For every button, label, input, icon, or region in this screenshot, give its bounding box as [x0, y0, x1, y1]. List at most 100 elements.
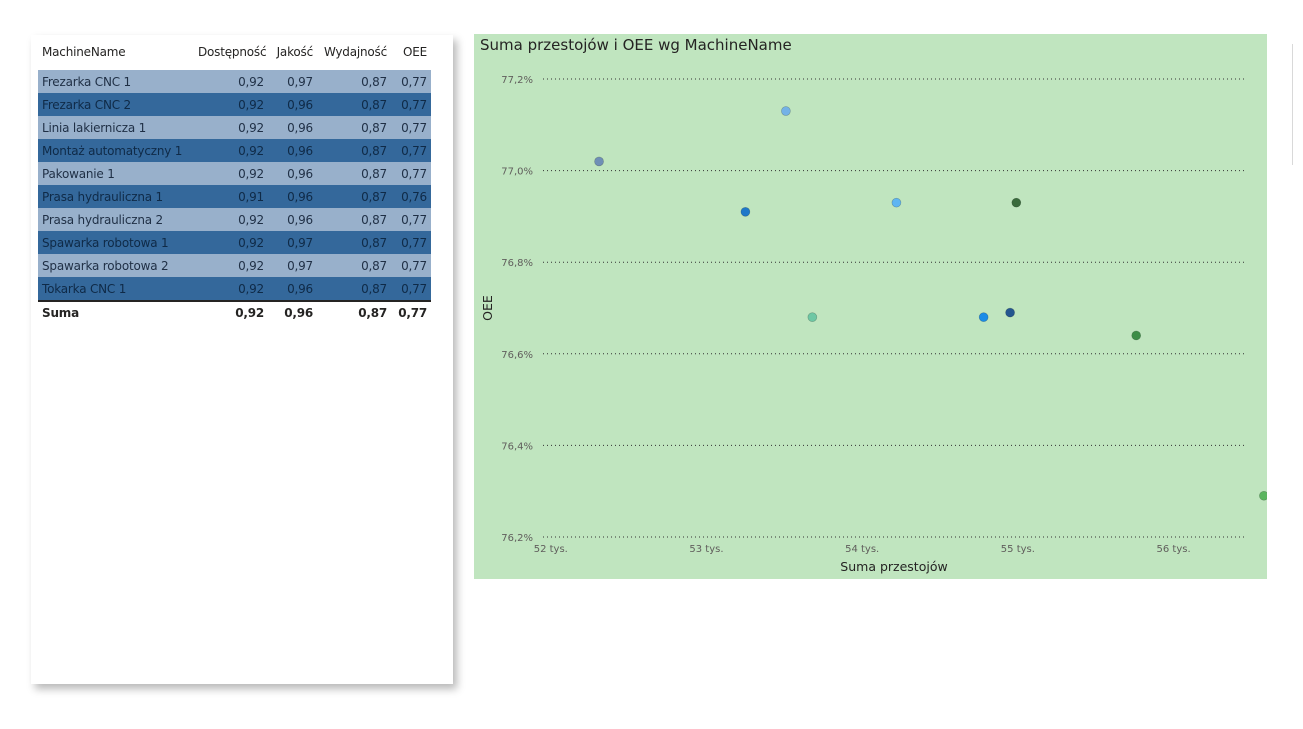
row-machinename: Frezarka CNC 1 — [38, 69, 194, 93]
data-point[interactable] — [891, 197, 902, 208]
table-header-row: MachineName Dostępność Jakość Wydajność … — [38, 35, 431, 70]
row-availability: 0,92 — [194, 231, 268, 254]
x-tick-label: 56 tys. — [1157, 544, 1191, 555]
total-availability: 0,92 — [194, 301, 268, 323]
data-point[interactable] — [1259, 490, 1267, 501]
chart-title: Suma przestojów i OEE wg MachineName — [480, 36, 792, 54]
data-point[interactable] — [807, 312, 818, 322]
data-point[interactable] — [1131, 330, 1142, 341]
row-machinename: Linia lakiernicza 1 — [38, 116, 194, 139]
y-axis-title: OEE — [480, 295, 495, 321]
row-quality: 0,96 — [268, 139, 317, 162]
row-machinename: Pakowanie 1 — [38, 162, 194, 185]
table-row[interactable]: Montaż automatyczny 1 0,92 0,96 0,87 0,77 — [38, 139, 431, 162]
total-performance: 0,87 — [317, 301, 391, 323]
row-machinename: Spawarka robotowa 2 — [38, 254, 194, 277]
row-oee: 0,77 — [391, 277, 431, 301]
row-quality: 0,96 — [268, 162, 317, 185]
row-quality: 0,97 — [268, 254, 317, 277]
row-quality: 0,96 — [268, 116, 317, 139]
x-tick-label: 53 tys. — [689, 544, 723, 555]
row-availability: 0,92 — [194, 277, 268, 301]
y-tick-label: 77,2% — [501, 75, 533, 86]
table-row[interactable]: Spawarka robotowa 1 0,92 0,97 0,87 0,77 — [38, 231, 431, 254]
row-quality: 0,97 — [268, 231, 317, 254]
row-machinename: Tokarka CNC 1 — [38, 277, 194, 301]
total-label: Suma — [38, 301, 194, 323]
y-tick-label: 77,0% — [501, 167, 533, 178]
row-availability: 0,92 — [194, 93, 268, 116]
data-point[interactable] — [1005, 307, 1015, 318]
table-row[interactable]: Linia lakiernicza 1 0,92 0,96 0,87 0,77 — [38, 116, 431, 139]
table-row[interactable]: Spawarka robotowa 2 0,92 0,97 0,87 0,77 — [38, 254, 431, 277]
col-header-availability[interactable]: Dostępność — [198, 45, 267, 59]
table-row[interactable]: Prasa hydrauliczna 2 0,92 0,96 0,87 0,77 — [38, 208, 431, 231]
x-axis-title: Suma przestojów — [840, 559, 947, 574]
data-point[interactable] — [781, 106, 791, 116]
row-performance: 0,87 — [317, 139, 391, 162]
y-axis-ticks: 76,2% 76,4% 76,6% 76,8% 77,0% 77,2% — [501, 75, 533, 544]
table-row[interactable]: Frezarka CNC 1 0,92 0,97 0,87 0,77 — [38, 69, 431, 93]
row-machinename: Prasa hydrauliczna 1 — [38, 185, 194, 208]
y-tick-label: 76,4% — [501, 441, 533, 452]
col-header-machinename[interactable]: MachineName — [42, 45, 126, 59]
scatter-chart[interactable]: 76,2% 76,4% 76,6% 76,8% 77,0% 77,2% 52 tys. 53… — [474, 34, 1267, 579]
col-header-oee[interactable]: OEE — [402, 45, 427, 59]
row-availability: 0,91 — [194, 185, 268, 208]
row-machinename: Spawarka robotowa 1 — [38, 231, 194, 254]
data-point[interactable] — [978, 312, 989, 322]
y-tick-label: 76,6% — [501, 350, 533, 361]
row-oee: 0,77 — [391, 162, 431, 185]
table-row[interactable]: Prasa hydrauliczna 1 0,91 0,96 0,87 0,76 — [38, 185, 431, 208]
row-performance: 0,87 — [317, 185, 391, 208]
row-machinename: Prasa hydrauliczna 2 — [38, 208, 194, 231]
row-oee: 0,76 — [391, 185, 431, 208]
data-point[interactable] — [1011, 197, 1022, 208]
table-row[interactable]: Pakowanie 1 0,92 0,96 0,87 0,77 — [38, 162, 431, 185]
x-tick-label: 55 tys. — [1001, 544, 1035, 555]
data-point[interactable] — [740, 207, 751, 217]
row-availability: 0,92 — [194, 162, 268, 185]
table-total-row: Suma 0,92 0,96 0,87 0,77 — [38, 301, 431, 323]
scatter-chart-visual[interactable]: 76,2% 76,4% 76,6% 76,8% 77,0% 77,2% 52 tys. 53… — [474, 34, 1267, 579]
row-performance: 0,87 — [317, 116, 391, 139]
y-tick-label: 76,2% — [501, 533, 533, 544]
row-oee: 0,77 — [391, 254, 431, 277]
row-oee: 0,77 — [391, 231, 431, 254]
row-availability: 0,92 — [194, 139, 268, 162]
table-row[interactable]: Frezarka CNC 2 0,92 0,96 0,87 0,77 — [38, 93, 431, 116]
row-oee: 0,77 — [391, 208, 431, 231]
row-quality: 0,96 — [268, 185, 317, 208]
machine-table[interactable]: MachineName Dostępność Jakość Wydajność … — [38, 35, 431, 323]
row-oee: 0,77 — [391, 139, 431, 162]
adjacent-visual-edge — [1292, 44, 1293, 165]
x-axis-ticks: 52 tys. 53 tys. 54 tys. 55 tys. 56 tys. — [534, 544, 1191, 555]
col-header-performance[interactable]: Wydajność — [323, 45, 387, 59]
row-performance: 0,87 — [317, 162, 391, 185]
table-row[interactable]: Tokarka CNC 1 0,92 0,96 0,87 0,77 — [38, 277, 431, 301]
row-machinename: Frezarka CNC 2 — [38, 93, 194, 116]
row-performance: 0,87 — [317, 254, 391, 277]
data-point[interactable] — [594, 156, 604, 167]
col-header-quality[interactable]: Jakość — [276, 45, 314, 59]
row-availability: 0,92 — [194, 208, 268, 231]
y-tick-label: 76,8% — [501, 258, 533, 269]
data-points[interactable] — [594, 106, 1267, 501]
row-quality: 0,97 — [268, 69, 317, 93]
row-performance: 0,87 — [317, 231, 391, 254]
gridlines — [543, 78, 1247, 538]
row-oee: 0,77 — [391, 116, 431, 139]
row-performance: 0,87 — [317, 69, 391, 93]
row-performance: 0,87 — [317, 208, 391, 231]
total-oee: 0,77 — [391, 301, 431, 323]
total-quality: 0,96 — [268, 301, 317, 323]
row-availability: 0,92 — [194, 254, 268, 277]
x-tick-label: 52 tys. — [534, 544, 568, 555]
table-visual[interactable]: MachineName Dostępność Jakość Wydajność … — [31, 35, 453, 684]
row-performance: 0,87 — [317, 93, 391, 116]
row-quality: 0,96 — [268, 277, 317, 301]
row-quality: 0,96 — [268, 93, 317, 116]
row-performance: 0,87 — [317, 277, 391, 301]
row-availability: 0,92 — [194, 69, 268, 93]
x-tick-label: 54 tys. — [845, 544, 879, 555]
